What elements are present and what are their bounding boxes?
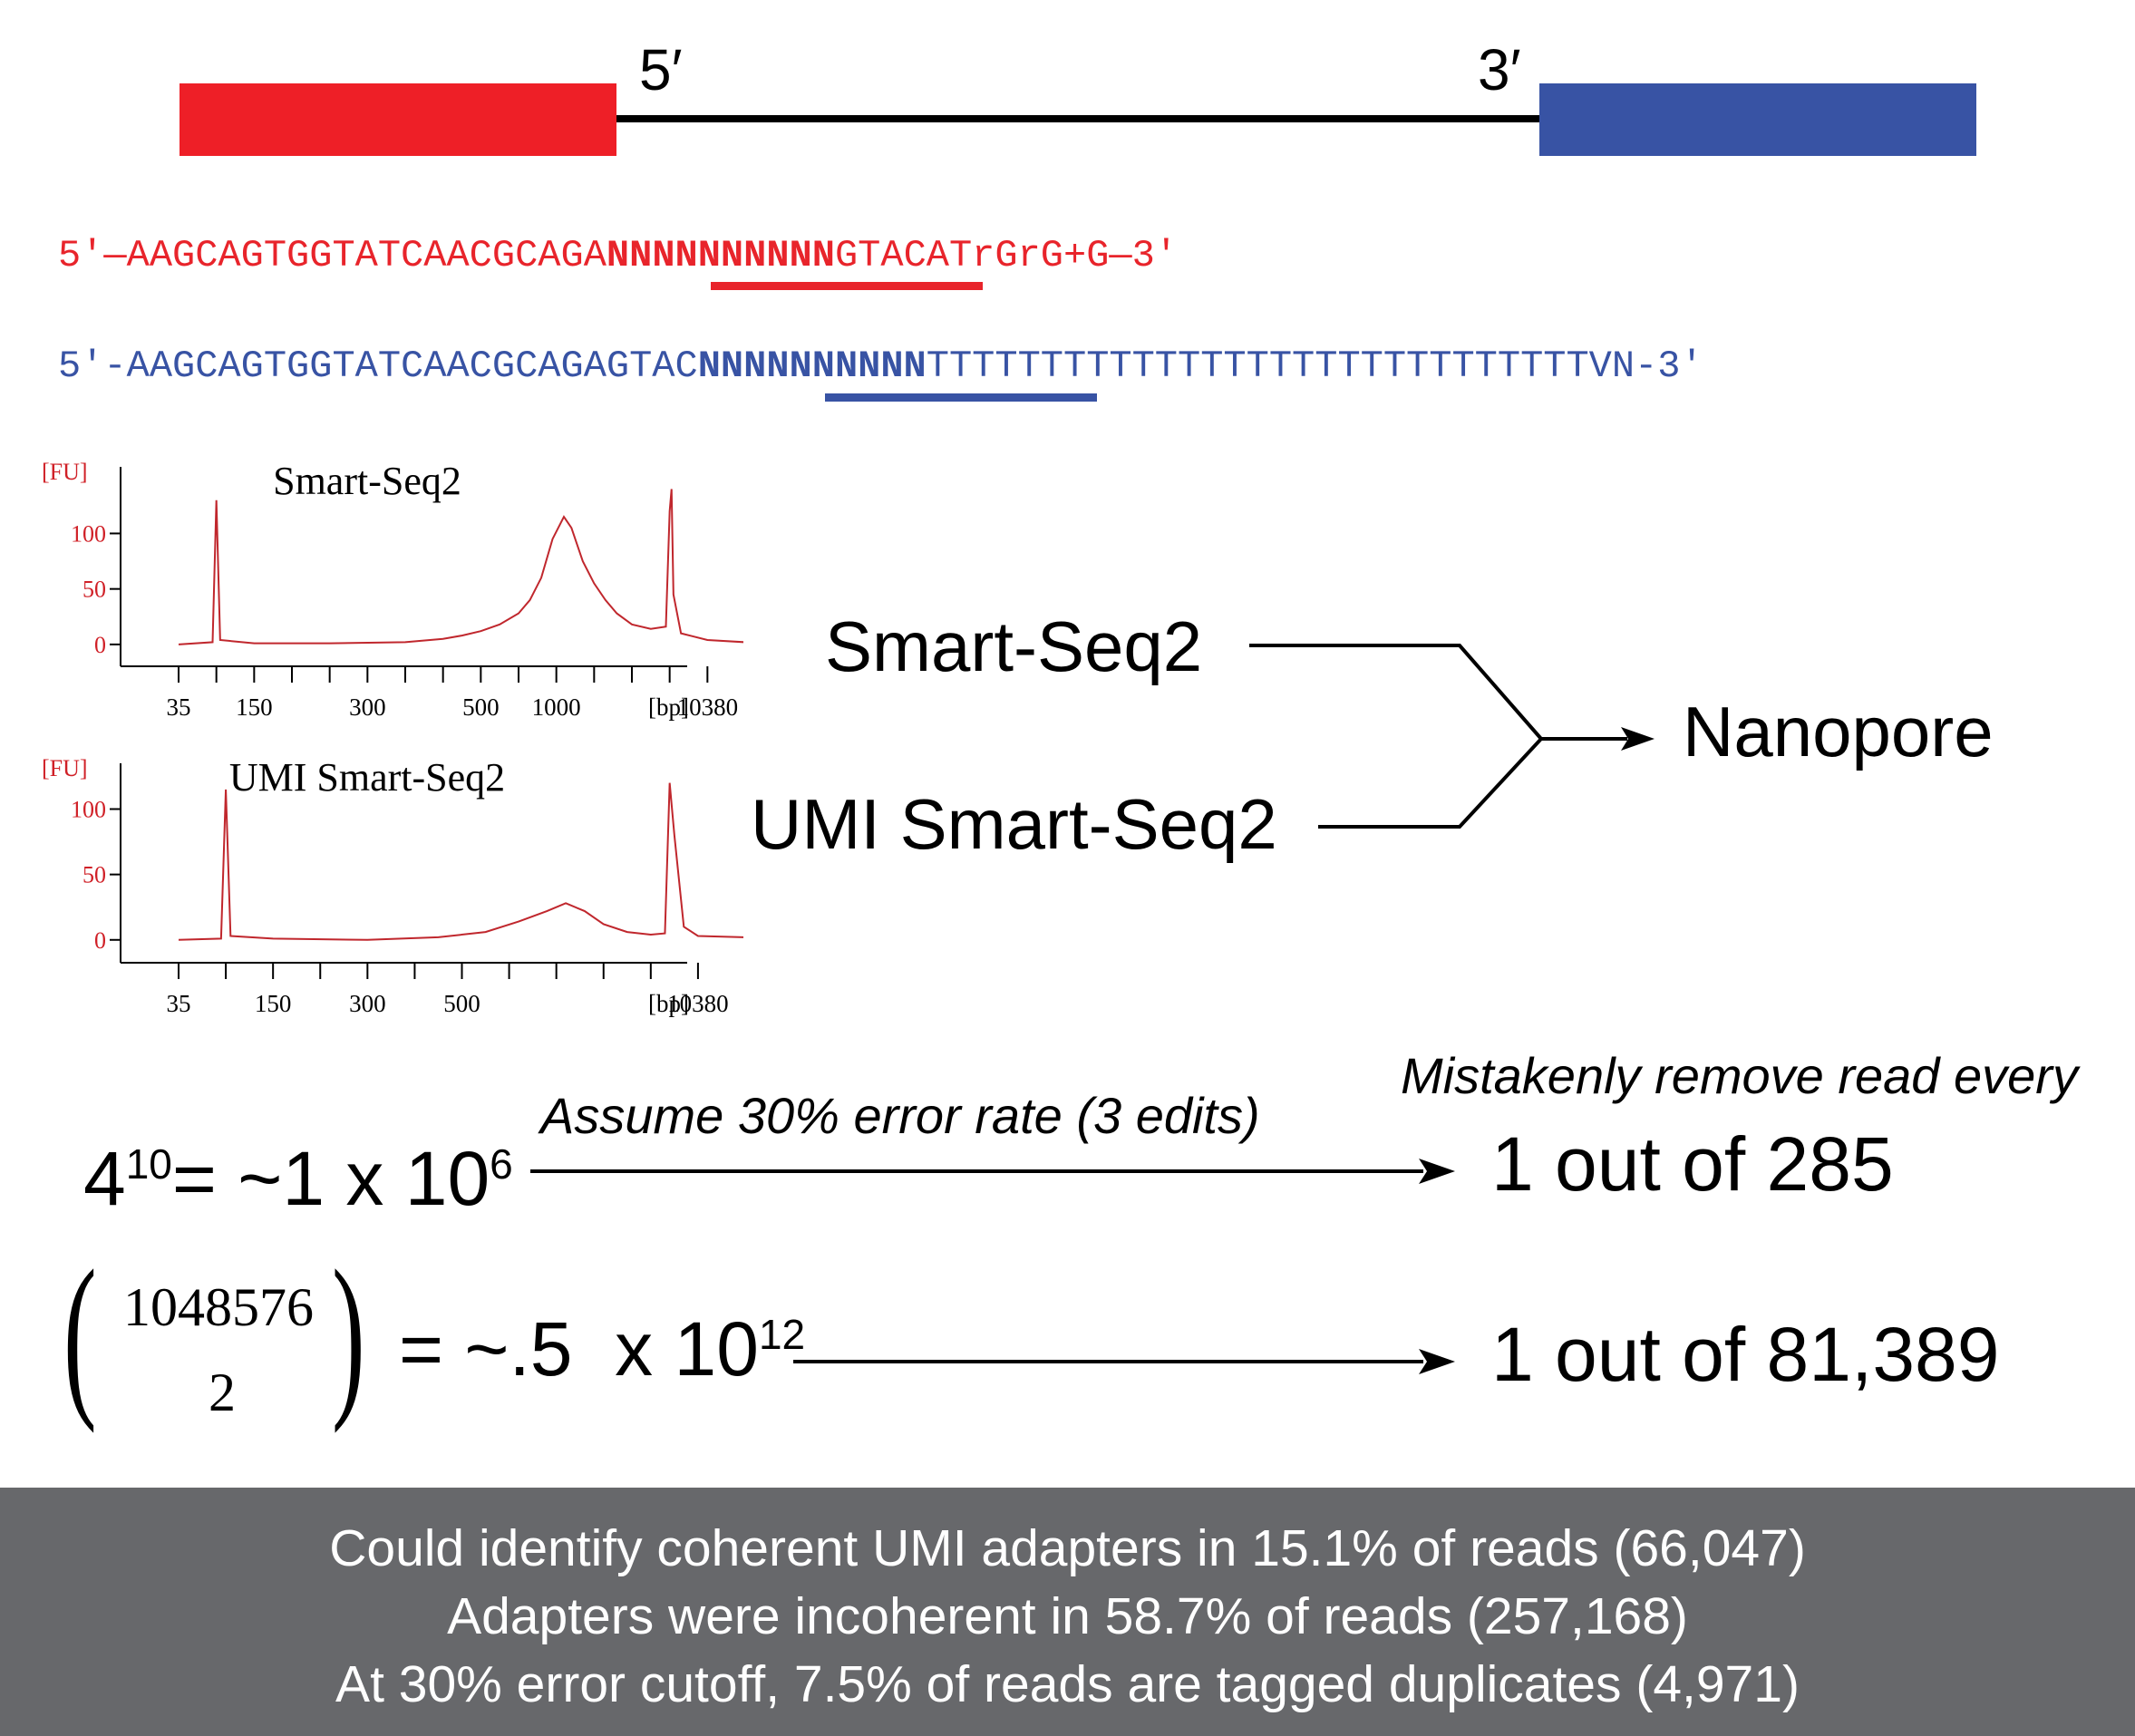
blue-oligo-umi: NNNNNNNNNN — [697, 344, 927, 388]
red-oligo-umi: NNNNNNNNNN — [606, 234, 835, 277]
chart-y-tick-label: 50 — [82, 577, 106, 603]
flow-input-smart-seq2: Smart-Seq2 — [825, 606, 1203, 686]
eq1-exponent: 10 — [125, 1140, 172, 1188]
construct-3prime-label: 3′ — [1478, 37, 1521, 102]
summary-line-2: Adapters were incoherent in 58.7% of rea… — [447, 1587, 1688, 1645]
construct-5prime-label: 5′ — [639, 37, 683, 102]
chart-x-tick-label: 500 — [443, 990, 480, 1017]
chart-y-tick-label: 100 — [71, 797, 106, 823]
flow-merge-arrow — [1249, 644, 1655, 829]
blue-oligo-suffix: TTTTTTTTTTTTTTTTTTTTTTTTTTTTTVN-3' — [926, 344, 1703, 388]
chart-y-axis-label: [FU] — [42, 755, 88, 781]
chart-y-tick-label: 0 — [94, 632, 106, 658]
arrow-to-result1 — [530, 1159, 1455, 1184]
binomial-left-paren: ( — [63, 1234, 97, 1434]
construct-left-block — [180, 83, 616, 156]
chart-y-tick-label: 0 — [94, 927, 106, 954]
red-oligo-suffix: GTACATrGrG+G—3' — [834, 234, 1179, 277]
chart-x-tick-label: 300 — [349, 990, 386, 1017]
chart-x-tick-label: 1000 — [532, 693, 581, 721]
summary-footer: Could identify coherent UMI adapters in … — [0, 1488, 2135, 1736]
chart-series-line — [178, 782, 743, 941]
chart-x-tick-label: 35 — [167, 990, 191, 1017]
summary-line-1: Could identify coherent UMI adapters in … — [329, 1519, 1806, 1577]
blue-umi-underline — [825, 393, 1097, 402]
chart-title: UMI Smart-Seq2 — [229, 755, 505, 800]
binomial-coefficient: ( 1048576 2 ) — [63, 1244, 381, 1432]
chart-x-axis-label: [bp] — [648, 990, 689, 1017]
eq2-rest: = ~.5 x 10 — [399, 1306, 759, 1392]
result-1-out-of-285: 1 out of 285 — [1491, 1121, 1894, 1207]
summary-line-3: At 30% error cutoff, 7.5% of reads are t… — [335, 1655, 1800, 1713]
mistaken-removal-header: Mistakenly remove read every — [1401, 1047, 2078, 1104]
chart-series-line — [178, 489, 743, 645]
chart-x-axis-label: [bp] — [648, 693, 689, 721]
chart-x-tick-label: 10380 — [677, 693, 739, 721]
construct-line — [616, 115, 1539, 122]
eq1-base: 4 — [83, 1136, 126, 1221]
binomial-right-paren: ) — [332, 1234, 365, 1434]
chart-x-tick-label: 150 — [255, 990, 292, 1017]
chart-x-tick-label: 500 — [462, 693, 500, 721]
chart-title: Smart-Seq2 — [273, 459, 461, 503]
eq2-rest-exponent: 12 — [758, 1311, 806, 1358]
chart-x-tick-label: 35 — [167, 693, 191, 721]
red-umi-underline — [711, 282, 983, 290]
result-1-out-of-81389: 1 out of 81,389 — [1491, 1312, 2000, 1397]
eq1-rest-exponent: 6 — [490, 1140, 513, 1188]
construct-right-block — [1539, 83, 1976, 156]
chart-y-tick-label: 50 — [82, 862, 106, 888]
chart-x-tick-label: 300 — [349, 693, 386, 721]
eq1-rest: = ~1 x 10 — [171, 1136, 490, 1221]
arrow-to-result2 — [793, 1349, 1455, 1374]
blue-oligo-sequence: 5'-AAGCAGTGGTATCAACGCAGAGTACNNNNNNNNNNTT… — [58, 344, 1703, 388]
error-rate-assumption: Assume 30% error rate (3 edits) — [540, 1087, 1260, 1144]
umi-smart-seq2-bioanalyzer-chart: UMI Smart-Seq2 [FU] 0 50 100 35 150 300 500 10380… — [42, 755, 743, 1017]
red-oligo-prefix: 5'—AAGCAGTGGTATCAACGCAGA — [58, 234, 607, 277]
flow-output-nanopore: Nanopore — [1683, 692, 1994, 771]
equation-umi-pairs: = ~.5 x 1012 — [399, 1305, 805, 1393]
red-oligo-sequence: 5'—AAGCAGTGGTATCAACGCAGANNNNNNNNNNGTACAT… — [58, 234, 1178, 277]
chart-y-tick-label: 100 — [71, 520, 106, 547]
binomial-bottom: 2 — [209, 1363, 236, 1422]
chart-x-tick-label: 10380 — [667, 990, 729, 1017]
flow-input-umi-smart-seq2: UMI Smart-Seq2 — [751, 784, 1277, 864]
blue-oligo-prefix: 5'-AAGCAGTGGTATCAACGCAGAGTAC — [58, 344, 698, 388]
equation-possible-umis: 410= ~1 x 106 — [83, 1135, 513, 1223]
chart-y-axis-label: [FU] — [42, 459, 88, 485]
smart-seq2-bioanalyzer-chart: Smart-Seq2 [FU] 0 50 100 35 150 300 500 1000 10380… — [42, 459, 743, 721]
binomial-top: 1048576 — [123, 1277, 314, 1337]
chart-x-tick-label: 150 — [236, 693, 273, 721]
